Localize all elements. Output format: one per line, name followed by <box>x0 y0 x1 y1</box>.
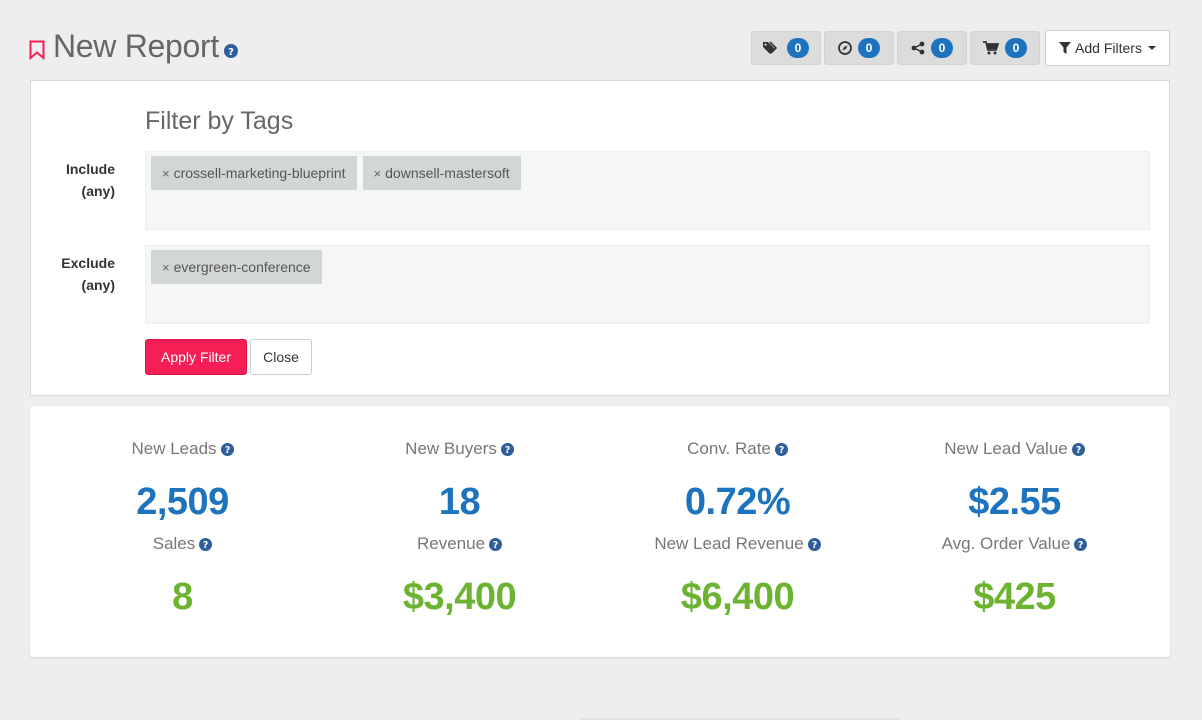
stat-value: $2.55 <box>968 481 1061 523</box>
stats-panel: New Leads ? 2,509 New Buyers ? 18 Conv. … <box>30 406 1170 657</box>
remove-tag-icon[interactable]: × <box>373 165 382 181</box>
tag-chip: × evergreen-conference <box>151 250 322 284</box>
include-label: Include (any) <box>41 158 115 202</box>
tag-chip: × downsell-mastersoft <box>362 156 521 190</box>
stat-label: Revenue <box>416 534 486 553</box>
question-circle-icon[interactable]: ? <box>224 44 238 58</box>
question-circle-icon[interactable]: ? <box>1074 537 1088 551</box>
tags-icon <box>763 41 778 54</box>
share-icon <box>911 41 925 55</box>
stat-conv-rate: Conv. Rate ? 0.72% <box>599 439 876 524</box>
tags-counter-button[interactable]: 0 <box>751 31 821 65</box>
cart-count-badge: 0 <box>1005 38 1027 58</box>
include-label-line2: (any) <box>81 183 115 199</box>
stat-label-wrap: Conv. Rate ? <box>687 439 788 459</box>
page-title: New Report <box>53 28 219 64</box>
svg-text:?: ? <box>1078 540 1083 551</box>
svg-text:?: ? <box>779 445 784 456</box>
filter-by-tags-panel: Filter by Tags Include (any) × crossell-… <box>30 80 1170 396</box>
svg-text:?: ? <box>1076 445 1081 456</box>
filter-icon <box>1059 42 1072 54</box>
apply-filter-button[interactable]: Apply Filter <box>145 339 247 375</box>
stat-label: Avg. Order Value <box>941 534 1071 553</box>
stat-value: $3,400 <box>402 576 517 618</box>
stat-value: 0.72% <box>684 481 791 523</box>
svg-text:?: ? <box>505 445 510 456</box>
add-filters-button[interactable]: Add Filters <box>1045 30 1170 66</box>
stat-value: 2,509 <box>136 481 229 523</box>
share-count-badge: 0 <box>931 38 953 58</box>
stat-avg-order-value: Avg. Order Value ? $425 <box>876 534 1153 619</box>
question-circle-icon[interactable]: ? <box>199 537 213 551</box>
compass-counter-button[interactable]: 0 <box>824 31 894 65</box>
include-label-line1: Include <box>65 161 115 177</box>
stat-new-lead-revenue: New Lead Revenue ? $6,400 <box>599 534 876 619</box>
question-circle-icon[interactable]: ? <box>774 442 788 456</box>
question-circle-icon[interactable]: ? <box>1071 442 1085 456</box>
include-tags-input[interactable]: × crossell-marketing-blueprint × downsel… <box>145 151 1150 230</box>
tag-chip: × crossell-marketing-blueprint <box>151 156 357 190</box>
stat-label-wrap: New Leads ? <box>131 439 234 459</box>
stat-new-buyers: New Buyers ? 18 <box>321 439 598 524</box>
svg-text:?: ? <box>224 445 229 456</box>
stat-value: $6,400 <box>680 576 795 618</box>
stat-label-wrap: New Buyers ? <box>405 439 514 459</box>
report-header: New Report ? 0 0 0 <box>0 0 1202 80</box>
stat-value: 8 <box>172 576 193 618</box>
stat-sales: Sales ? 8 <box>44 534 321 619</box>
question-circle-icon[interactable]: ? <box>500 442 514 456</box>
cart-counter-button[interactable]: 0 <box>970 31 1040 65</box>
tags-count-badge: 0 <box>787 38 809 58</box>
stat-label: New Buyers <box>405 439 497 458</box>
filter-panel-title: Filter by Tags <box>145 107 294 135</box>
tag-label: crossell-marketing-blueprint <box>173 165 346 181</box>
question-circle-icon[interactable]: ? <box>807 537 821 551</box>
stat-new-leads: New Leads ? 2,509 <box>44 439 321 524</box>
stat-label: Sales <box>152 534 196 553</box>
share-counter-button[interactable]: 0 <box>897 31 967 65</box>
stat-label-wrap: Avg. Order Value ? <box>942 534 1088 554</box>
stat-label: New Leads <box>131 439 217 458</box>
stat-label: New Lead Value <box>944 439 1068 458</box>
add-filters-label: Add Filters <box>1075 40 1142 56</box>
tag-label: evergreen-conference <box>173 259 311 275</box>
compass-icon <box>838 41 852 55</box>
stat-value: $425 <box>973 576 1056 618</box>
bookmark-icon[interactable] <box>29 40 45 60</box>
svg-text:?: ? <box>493 540 498 551</box>
chevron-down-icon <box>1147 46 1156 50</box>
stat-label-wrap: Sales ? <box>153 534 213 554</box>
question-circle-icon[interactable]: ? <box>220 442 234 456</box>
close-button[interactable]: Close <box>250 339 312 375</box>
stat-label-wrap: Revenue ? <box>416 534 503 554</box>
remove-tag-icon[interactable]: × <box>162 259 170 275</box>
stat-new-lead-value: New Lead Value ? $2.55 <box>876 439 1153 524</box>
remove-tag-icon[interactable]: × <box>162 165 170 181</box>
compass-count-badge: 0 <box>858 38 880 58</box>
stat-label-wrap: New Lead Value ? <box>944 439 1085 459</box>
stat-value: 18 <box>438 481 481 523</box>
stat-label: New Lead Revenue <box>654 534 804 553</box>
exclude-tags-input[interactable]: × evergreen-conference <box>145 245 1150 324</box>
svg-text:?: ? <box>203 540 208 551</box>
exclude-label-line1: Exclude <box>61 255 115 271</box>
question-circle-icon[interactable]: ? <box>489 537 503 551</box>
exclude-label: Exclude (any) <box>41 252 115 296</box>
tag-label: downsell-mastersoft <box>385 165 510 181</box>
stat-revenue: Revenue ? $3,400 <box>321 534 598 619</box>
stat-label: Conv. Rate <box>687 439 771 458</box>
exclude-label-line2: (any) <box>81 277 115 293</box>
cart-icon <box>983 41 999 55</box>
svg-text:?: ? <box>811 540 816 551</box>
stat-label-wrap: New Lead Revenue ? <box>654 534 821 554</box>
footer-divider <box>580 718 900 720</box>
svg-text:?: ? <box>228 47 234 58</box>
